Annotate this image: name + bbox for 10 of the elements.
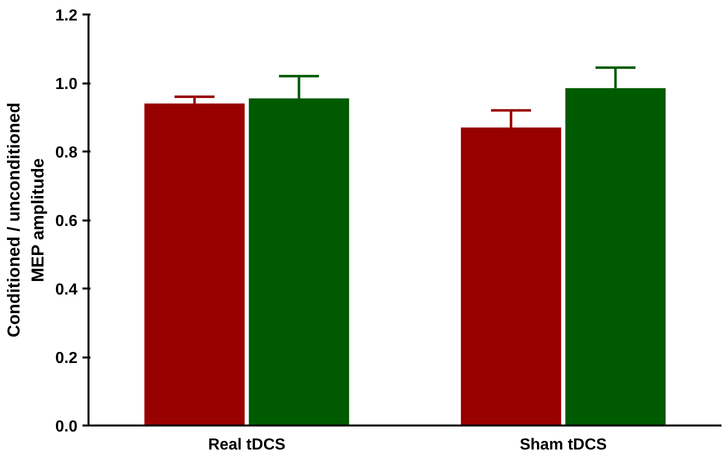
y-tick-label: 1.2 bbox=[55, 8, 78, 24]
y-tick-label: 1.0 bbox=[55, 76, 78, 93]
x-tick-label: Sham tDCS bbox=[520, 436, 608, 454]
y-tick-label: 0.2 bbox=[55, 350, 78, 367]
y-tick-label: 0.8 bbox=[55, 144, 78, 162]
y-tick-label: 0.4 bbox=[55, 282, 78, 298]
x-tick-label: Real tDCS bbox=[208, 436, 286, 454]
y-tick-label: 0.6 bbox=[55, 213, 78, 230]
y-tick-label: 0.0 bbox=[55, 418, 78, 436]
y-axis-title: Conditioned / unconditioned MEP amplitude bbox=[3, 102, 48, 338]
